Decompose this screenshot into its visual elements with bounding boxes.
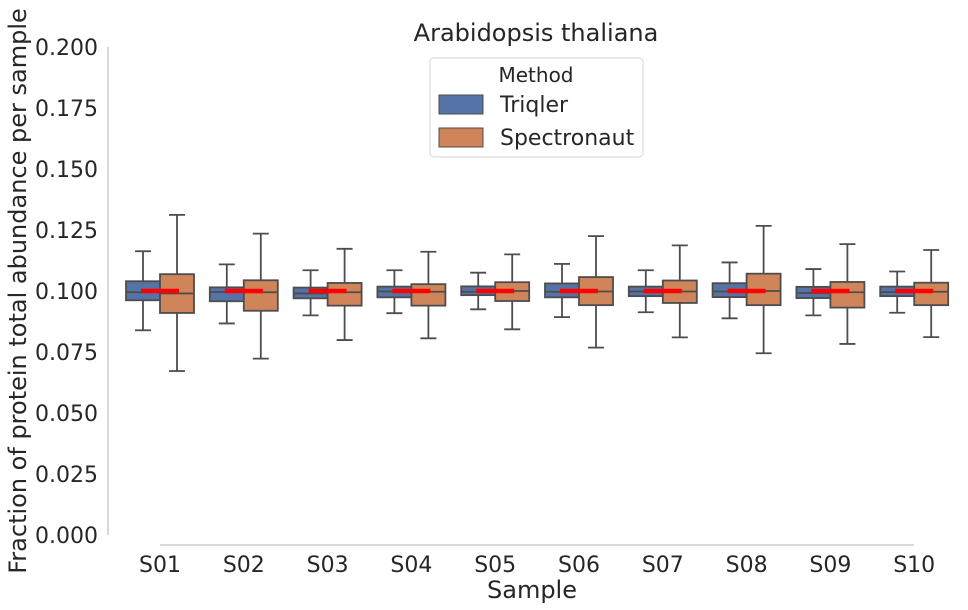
box-iqr bbox=[913, 281, 950, 307]
y-tick-label: 0.200 bbox=[35, 36, 98, 61]
x-tick-label: S01 bbox=[139, 553, 181, 578]
x-axis: S01 S02 S03 S04 S05 S06 S07 S08 S09 S10 bbox=[139, 544, 935, 578]
y-tick-label: 0.150 bbox=[35, 158, 98, 183]
box-spectronaut-s04 bbox=[410, 250, 447, 340]
y-axis: 0.000 0.025 0.050 0.075 0.100 0.125 0.150 0.175… bbox=[35, 36, 109, 549]
chart-title: Arabidopsis thaliana bbox=[414, 19, 659, 47]
box-iqr bbox=[410, 283, 447, 307]
y-tick-label: 0.000 bbox=[35, 524, 98, 549]
y-tick-label: 0.050 bbox=[35, 402, 98, 427]
x-tick-label: S02 bbox=[223, 553, 265, 578]
legend-title: Method bbox=[498, 63, 573, 87]
box-iqr bbox=[829, 281, 866, 309]
y-tick-label: 0.025 bbox=[35, 463, 98, 488]
box-spectronaut-s09 bbox=[829, 243, 866, 345]
box-triqler-s02 bbox=[208, 263, 245, 325]
x-tick-label: S05 bbox=[474, 553, 516, 578]
box-iqr bbox=[242, 279, 279, 312]
legend-label-spectronaut: Spectronaut bbox=[500, 126, 635, 151]
x-tick-label: S03 bbox=[307, 553, 349, 578]
y-tick-label: 0.100 bbox=[35, 280, 98, 305]
box-spectronaut-s03 bbox=[326, 247, 363, 341]
x-tick-label: S07 bbox=[642, 553, 684, 578]
y-tick-label: 0.075 bbox=[35, 341, 98, 366]
legend-swatch-triqler bbox=[438, 94, 484, 115]
x-axis-title: Sample bbox=[487, 576, 577, 604]
x-tick-label: S04 bbox=[390, 553, 432, 578]
x-tick-label: S06 bbox=[558, 553, 600, 578]
box-spectronaut-s02 bbox=[242, 232, 279, 360]
y-tick-label: 0.175 bbox=[35, 97, 98, 122]
y-tick-label: 0.125 bbox=[35, 219, 98, 244]
y-axis-title: Fraction of protein total abundance per … bbox=[4, 8, 32, 574]
legend: Method Triqler Spectronaut bbox=[429, 57, 644, 158]
box-iqr bbox=[326, 282, 363, 307]
legend-swatch-spectronaut bbox=[438, 127, 484, 148]
box-spectronaut-s10 bbox=[913, 249, 950, 339]
x-tick-label: S09 bbox=[809, 553, 851, 578]
x-tick-label: S10 bbox=[893, 553, 935, 578]
x-tick-label: S08 bbox=[726, 553, 768, 578]
box-spectronaut-s01 bbox=[159, 213, 195, 372]
legend-label-triqler: Triqler bbox=[499, 93, 569, 118]
